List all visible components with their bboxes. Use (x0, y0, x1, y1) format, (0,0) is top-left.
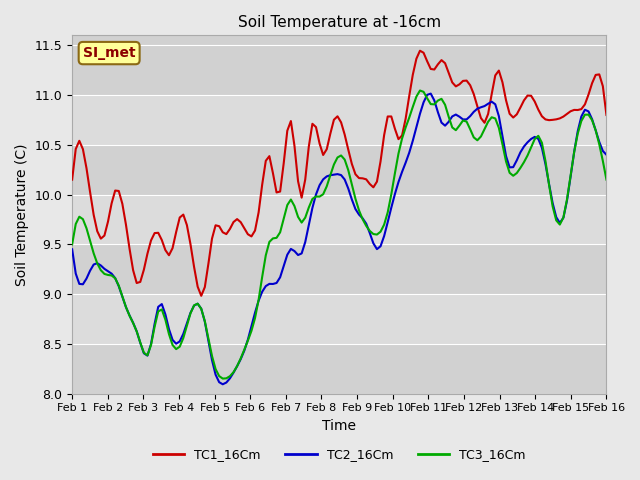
Bar (72, 36, 607, 394)
Y-axis label: Soil Temperature (C): Soil Temperature (C) (15, 143, 29, 286)
Bar (72, 344, 607, 394)
Text: SI_met: SI_met (83, 46, 136, 60)
Legend: TC1_16Cm, TC2_16Cm, TC3_16Cm: TC1_16Cm, TC2_16Cm, TC3_16Cm (148, 443, 531, 466)
X-axis label: Time: Time (323, 419, 356, 433)
Title: Soil Temperature at -16cm: Soil Temperature at -16cm (237, 15, 441, 30)
Bar (72, 244, 607, 294)
Bar (72, 36, 607, 95)
Bar (72, 145, 607, 194)
